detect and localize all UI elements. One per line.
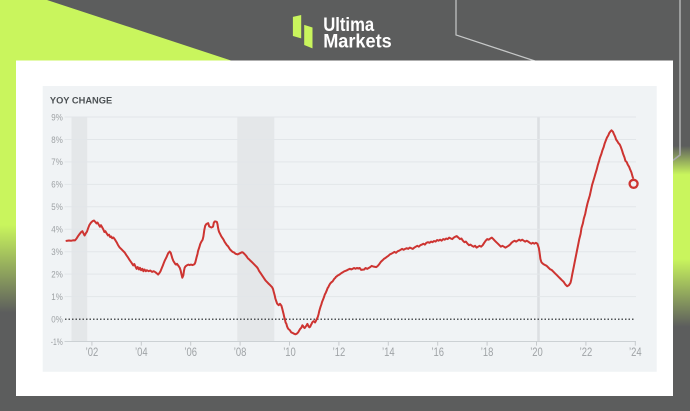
svg-text:2%: 2% (51, 270, 63, 281)
svg-text:-1%: -1% (51, 337, 63, 348)
svg-text:’20: ’20 (530, 345, 543, 359)
svg-text:’24: ’24 (629, 345, 642, 359)
svg-text:3%: 3% (51, 247, 63, 258)
svg-text:’16: ’16 (431, 345, 444, 359)
svg-text:’04: ’04 (135, 345, 148, 359)
svg-text:9%: 9% (51, 112, 63, 123)
svg-text:0%: 0% (51, 314, 63, 325)
svg-text:’10: ’10 (283, 345, 296, 359)
svg-text:5%: 5% (51, 202, 63, 213)
svg-text:’06: ’06 (184, 345, 197, 359)
svg-text:4%: 4% (51, 225, 63, 236)
svg-text:8%: 8% (51, 135, 63, 146)
svg-text:’14: ’14 (382, 345, 395, 359)
svg-text:1%: 1% (51, 292, 63, 303)
svg-text:Ultima: Ultima (323, 15, 374, 36)
svg-text:’18: ’18 (481, 345, 494, 359)
svg-text:’12: ’12 (333, 345, 346, 359)
svg-text:’02: ’02 (86, 345, 99, 359)
svg-text:7%: 7% (51, 157, 63, 168)
svg-text:YOY CHANGE: YOY CHANGE (50, 95, 112, 106)
svg-text:’08: ’08 (234, 345, 247, 359)
svg-text:6%: 6% (51, 180, 63, 191)
svg-text:Markets: Markets (323, 32, 392, 53)
svg-text:’22: ’22 (580, 345, 593, 359)
